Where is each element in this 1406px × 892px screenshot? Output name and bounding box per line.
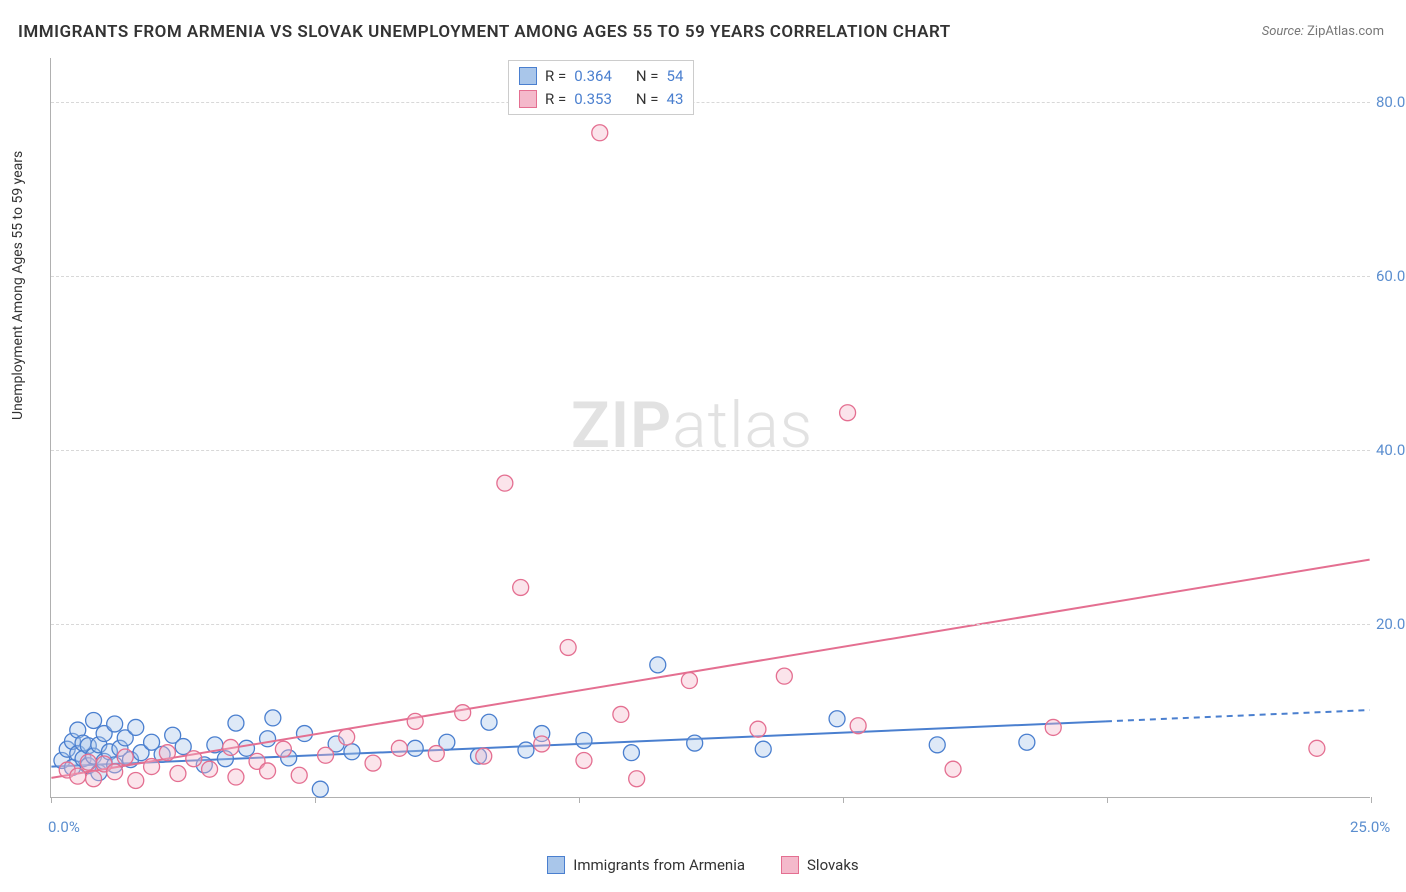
stats-row-series-1: R = 0.353 N = 43	[519, 88, 683, 111]
legend-swatch-0	[547, 856, 565, 874]
stats-row-series-0: R = 0.364 N = 54	[519, 65, 683, 88]
legend-item-1: Slovaks	[781, 856, 859, 874]
plot-area: ZIPatlas	[50, 58, 1370, 798]
chart-container: IMMIGRANTS FROM ARMENIA VS SLOVAK UNEMPL…	[0, 0, 1406, 892]
y-tick-label: 20.0%	[1376, 615, 1406, 633]
legend-swatch-1	[781, 856, 799, 874]
y-tick-label: 80.0%	[1376, 93, 1406, 111]
r-value-0: 0.364	[574, 65, 612, 88]
y-axis-title: Unemployment Among Ages 55 to 59 years	[10, 151, 26, 420]
n-value-0: 54	[667, 65, 684, 88]
source-value: ZipAtlas.com	[1307, 24, 1384, 39]
y-tick-label: 60.0%	[1376, 267, 1406, 285]
stats-legend-box: R = 0.364 N = 54 R = 0.353 N = 43	[508, 60, 694, 115]
x-tick-label-max: 25.0%	[1350, 818, 1390, 836]
x-tick-label-min: 0.0%	[48, 818, 80, 836]
swatch-series-0	[519, 67, 537, 85]
legend-label-1: Slovaks	[807, 856, 859, 874]
source-attribution: Source: ZipAtlas.com	[1262, 24, 1384, 39]
swatch-series-1	[519, 90, 537, 108]
r-value-1: 0.353	[574, 88, 612, 111]
x-axis-legend: Immigrants from Armenia Slovaks	[0, 856, 1406, 874]
n-label-0: N =	[636, 65, 659, 88]
n-label-1: N =	[636, 88, 659, 111]
legend-item-0: Immigrants from Armenia	[547, 856, 745, 874]
r-label-1: R =	[545, 88, 566, 111]
chart-title: IMMIGRANTS FROM ARMENIA VS SLOVAK UNEMPL…	[18, 22, 951, 42]
plot-svg	[51, 58, 1370, 797]
r-label-0: R =	[545, 65, 566, 88]
n-value-1: 43	[667, 88, 684, 111]
legend-label-0: Immigrants from Armenia	[573, 856, 745, 874]
source-label: Source:	[1262, 24, 1304, 39]
y-tick-label: 40.0%	[1376, 441, 1406, 459]
